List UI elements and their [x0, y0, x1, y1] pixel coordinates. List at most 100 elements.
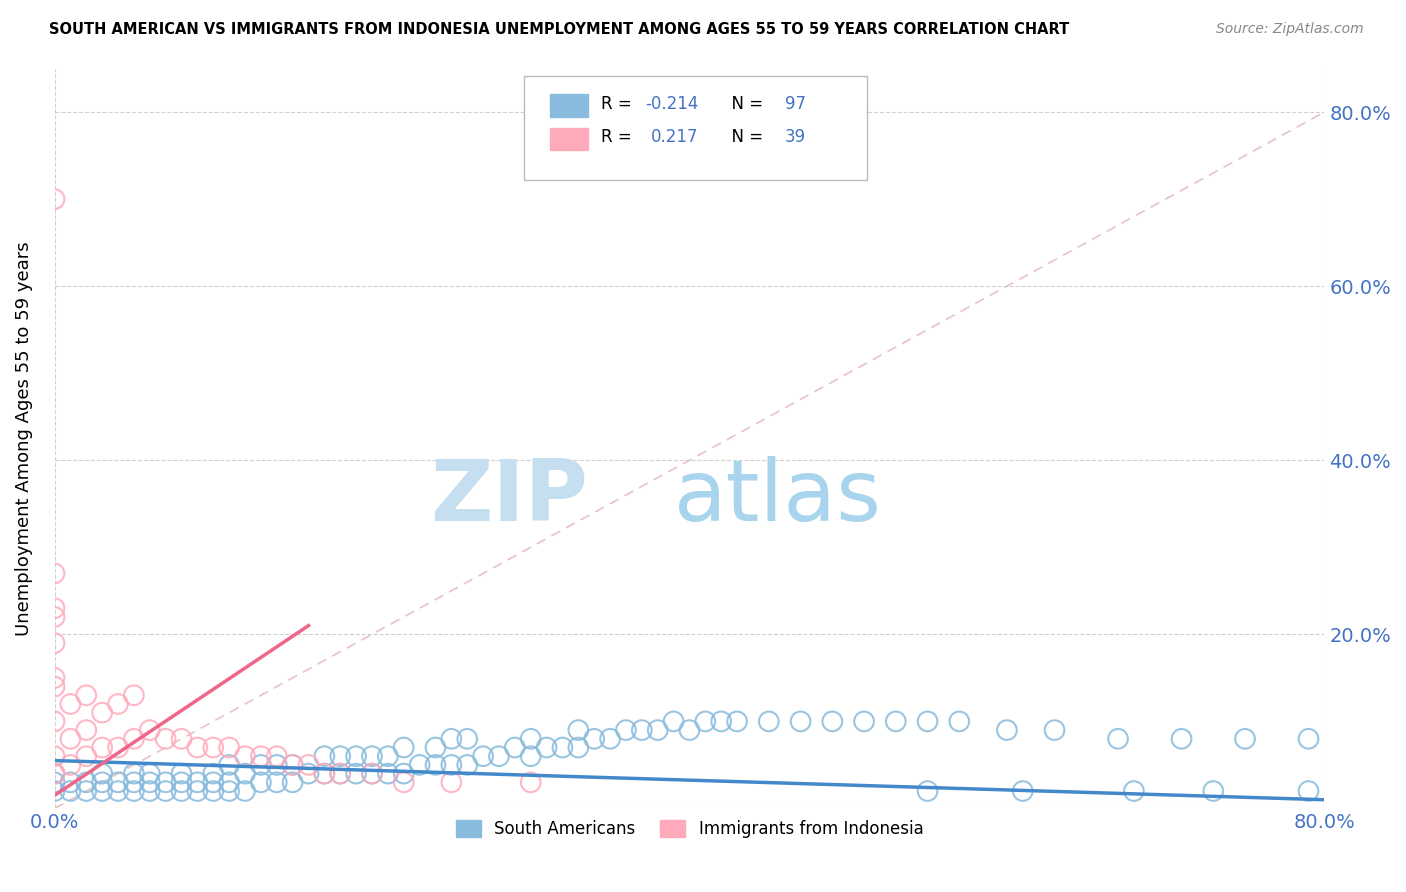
Point: [361, 766, 384, 780]
Text: R =: R =: [600, 128, 641, 146]
Point: [59, 775, 82, 789]
Text: 97: 97: [785, 95, 806, 113]
Point: [75, 723, 97, 737]
Point: [122, 784, 145, 798]
Point: [44, 766, 66, 780]
Point: [314, 766, 336, 780]
Text: SOUTH AMERICAN VS IMMIGRANTS FROM INDONESIA UNEMPLOYMENT AMONG AGES 55 TO 59 YEA: SOUTH AMERICAN VS IMMIGRANTS FROM INDONE…: [49, 22, 1070, 37]
FancyBboxPatch shape: [524, 76, 868, 179]
Y-axis label: Unemployment Among Ages 55 to 59 years: Unemployment Among Ages 55 to 59 years: [15, 241, 32, 636]
Point: [233, 784, 256, 798]
Point: [59, 784, 82, 798]
Point: [344, 749, 367, 764]
Point: [266, 749, 288, 764]
Point: [281, 758, 304, 772]
Point: [186, 740, 208, 755]
Point: [551, 740, 574, 755]
Point: [281, 775, 304, 789]
Point: [377, 749, 399, 764]
Point: [202, 740, 225, 755]
Point: [695, 714, 717, 729]
Point: [250, 758, 273, 772]
Point: [170, 766, 193, 780]
Text: Source: ZipAtlas.com: Source: ZipAtlas.com: [1216, 22, 1364, 37]
Point: [440, 775, 463, 789]
Text: R =: R =: [600, 95, 637, 113]
Point: [233, 766, 256, 780]
Point: [662, 714, 685, 729]
Point: [329, 766, 352, 780]
Point: [377, 766, 399, 780]
Text: N =: N =: [721, 128, 769, 146]
Point: [266, 775, 288, 789]
Point: [361, 766, 384, 780]
Point: [789, 714, 811, 729]
Point: [1170, 731, 1192, 746]
Point: [853, 714, 876, 729]
Point: [297, 758, 319, 772]
Point: [202, 766, 225, 780]
Point: [1234, 731, 1257, 746]
Point: [44, 766, 66, 780]
Bar: [550, 128, 588, 150]
Point: [139, 784, 162, 798]
Point: [44, 784, 66, 798]
Point: [44, 192, 66, 206]
Point: [59, 731, 82, 746]
Point: [630, 723, 652, 737]
Point: [1011, 784, 1033, 798]
Point: [170, 775, 193, 789]
Point: [884, 714, 907, 729]
Point: [91, 784, 114, 798]
Point: [75, 784, 97, 798]
Point: [186, 784, 208, 798]
Point: [91, 740, 114, 755]
Point: [122, 731, 145, 746]
Point: [329, 749, 352, 764]
Point: [44, 601, 66, 615]
Point: [44, 610, 66, 624]
Point: [488, 749, 510, 764]
Point: [122, 766, 145, 780]
Point: [218, 740, 240, 755]
Point: [314, 766, 336, 780]
Point: [44, 566, 66, 581]
Point: [1361, 784, 1384, 798]
Point: [408, 758, 430, 772]
Bar: [550, 95, 588, 117]
Point: [361, 749, 384, 764]
Text: 0.217: 0.217: [651, 128, 699, 146]
Point: [329, 766, 352, 780]
Point: [59, 758, 82, 772]
Point: [1202, 784, 1225, 798]
Point: [281, 758, 304, 772]
Point: [599, 731, 621, 746]
Point: [139, 766, 162, 780]
Point: [75, 775, 97, 789]
Point: [75, 688, 97, 702]
Point: [202, 775, 225, 789]
Point: [583, 731, 606, 746]
Text: atlas: atlas: [675, 456, 883, 539]
Point: [233, 749, 256, 764]
Point: [122, 688, 145, 702]
Point: [456, 731, 478, 746]
Point: [44, 775, 66, 789]
Point: [218, 758, 240, 772]
Point: [440, 758, 463, 772]
Point: [155, 775, 177, 789]
Point: [75, 749, 97, 764]
Point: [44, 671, 66, 685]
Point: [1107, 731, 1129, 746]
Point: [44, 714, 66, 729]
Point: [139, 723, 162, 737]
Point: [567, 740, 589, 755]
Point: [170, 784, 193, 798]
Point: [519, 775, 541, 789]
Text: N =: N =: [721, 95, 769, 113]
Point: [266, 758, 288, 772]
Text: -0.214: -0.214: [645, 95, 699, 113]
Text: 39: 39: [785, 128, 806, 146]
Point: [297, 766, 319, 780]
Legend: South Americans, Immigrants from Indonesia: South Americans, Immigrants from Indones…: [449, 813, 929, 845]
